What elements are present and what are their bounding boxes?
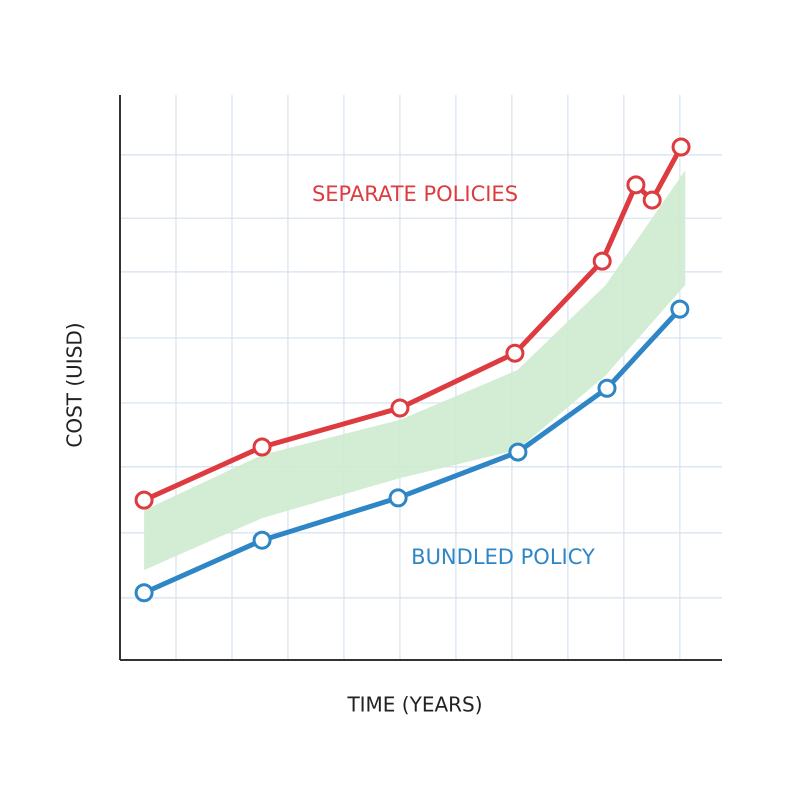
data-point (508, 442, 528, 462)
data-point (592, 251, 612, 271)
data-point (626, 175, 646, 195)
series-line (141, 306, 683, 596)
data-point (388, 488, 408, 508)
range-band (144, 170, 686, 571)
data-point (670, 299, 690, 319)
series-label: BUNDLED POLICY (411, 545, 595, 569)
series-label: SEPARATE POLICIES (312, 182, 518, 206)
data-point (252, 437, 272, 457)
x-axis-label: TIME (YEARS) (346, 693, 482, 717)
data-point (390, 398, 410, 418)
data-point (642, 190, 662, 210)
data-point (505, 343, 525, 363)
data-point (134, 583, 154, 603)
data-point (134, 490, 154, 510)
y-axis-label: COST (UISD) (63, 322, 87, 447)
data-point (597, 378, 617, 398)
data-point (671, 137, 691, 157)
data-point (252, 530, 272, 550)
